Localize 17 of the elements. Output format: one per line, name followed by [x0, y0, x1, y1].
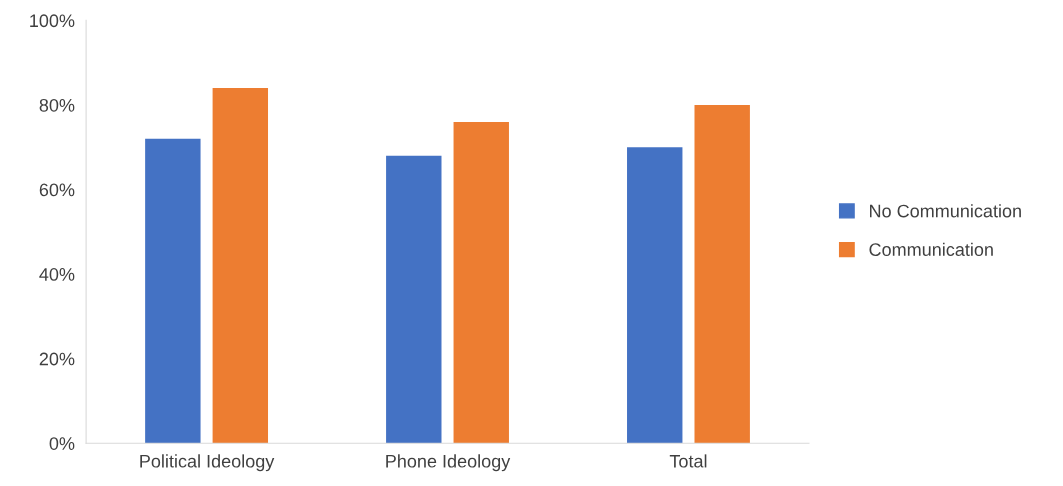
bar	[212, 88, 269, 444]
y-tick-label: 80%	[39, 98, 75, 112]
bar	[627, 147, 683, 444]
legend-label: No Communication	[870, 204, 1021, 218]
y-tick-label: 60%	[39, 183, 75, 197]
x-tick-label: Political Ideology	[140, 454, 275, 472]
y-tick-label: 40%	[39, 268, 75, 281]
y-tick-label: 20%	[39, 352, 75, 366]
y-tick-label: 0%	[49, 437, 75, 450]
bar	[694, 104, 750, 444]
bar	[453, 121, 509, 444]
bar	[145, 138, 201, 444]
legend-label: Communication	[869, 242, 993, 257]
y-tick-label: 100%	[30, 14, 75, 28]
x-tick-label: Total	[669, 454, 707, 468]
x-tick-label: Phone Ideology	[386, 454, 511, 472]
bar	[386, 155, 442, 444]
